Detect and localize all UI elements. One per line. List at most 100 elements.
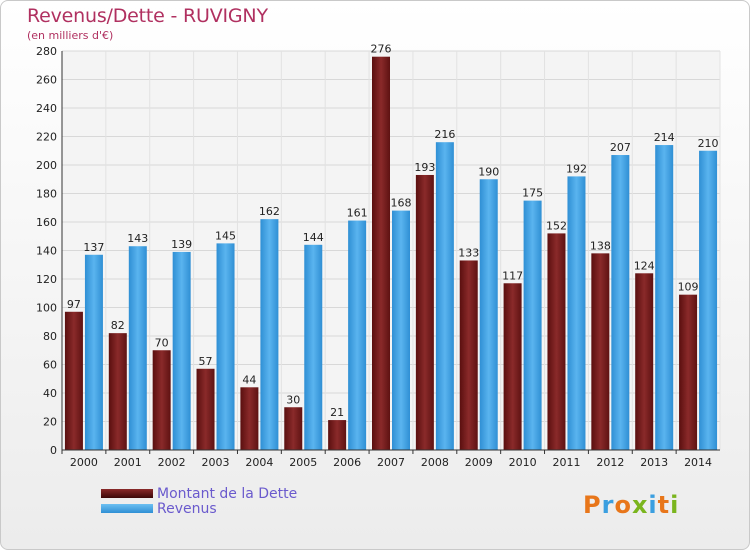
logo-letter: P: [583, 491, 602, 519]
y-tick-label: 180: [36, 188, 57, 201]
bar-revenue-2012: [611, 155, 630, 450]
bar-revenue-2001: [128, 246, 147, 450]
value-label-revenue-2010: 175: [522, 187, 543, 200]
value-label-debt-2012: 138: [590, 239, 611, 252]
bar-revenue-2007: [392, 210, 410, 450]
value-label-revenue-2009: 190: [478, 165, 499, 178]
bar-revenue-2010: [523, 200, 542, 450]
value-label-debt-2009: 133: [458, 246, 479, 259]
bar-revenue-2006: [348, 220, 367, 450]
logo-letter: r: [601, 491, 615, 519]
bar-debt-2014: [679, 294, 698, 450]
x-tick-label: 2007: [377, 456, 405, 469]
value-label-revenue-2007: 168: [391, 197, 412, 210]
value-label-revenue-2005: 144: [303, 231, 324, 244]
x-tick-label: 2000: [70, 456, 98, 469]
x-tick-label: 2010: [509, 456, 537, 469]
bar-debt-2002: [152, 350, 171, 450]
value-label-debt-2014: 109: [678, 281, 699, 294]
bar-debt-2001: [108, 333, 127, 450]
bar-revenue-2014: [699, 150, 718, 450]
bar-revenue-2013: [655, 145, 674, 451]
value-label-debt-2006: 21: [330, 406, 344, 419]
logo-letter: t: [657, 491, 671, 519]
bar-debt-2004: [240, 387, 259, 450]
y-tick-label: 120: [36, 273, 57, 286]
bar-debt-2012: [591, 253, 610, 450]
value-label-revenue-2006: 161: [347, 207, 368, 220]
value-label-debt-2003: 57: [199, 355, 213, 368]
value-label-debt-2007: 276: [371, 43, 392, 56]
x-tick-label: 2014: [684, 456, 712, 469]
value-label-revenue-2008: 216: [434, 128, 455, 141]
bar-debt-2005: [284, 407, 303, 450]
value-label-debt-2002: 70: [155, 336, 169, 349]
chart-title: Revenus/Dette - RUVIGNY: [27, 5, 268, 27]
legend-swatch-revenue: [101, 504, 153, 513]
x-tick-label: 2012: [596, 456, 624, 469]
chart-subtitle: (en milliers d'€): [27, 29, 114, 42]
y-tick-label: 0: [50, 444, 57, 457]
value-label-revenue-2013: 214: [654, 131, 675, 144]
bar-debt-2009: [459, 260, 478, 450]
y-tick-label: 40: [43, 387, 57, 400]
y-tick-label: 140: [36, 245, 57, 258]
logo-letter: i: [670, 491, 680, 519]
value-label-debt-2011: 152: [546, 219, 567, 232]
x-tick-label: 2002: [158, 456, 186, 469]
y-tick-label: 80: [43, 330, 57, 343]
value-label-debt-2005: 30: [286, 393, 300, 406]
x-tick-label: 2006: [333, 456, 361, 469]
x-tick-label: 2003: [202, 456, 230, 469]
value-label-debt-2000: 97: [67, 298, 81, 311]
value-label-revenue-2003: 145: [215, 229, 236, 242]
legend-label-revenue: Revenus: [157, 500, 217, 517]
y-tick-label: 60: [43, 359, 57, 372]
x-tick-label: 2013: [640, 456, 668, 469]
y-tick-label: 200: [36, 159, 57, 172]
x-tick-label: 2009: [465, 456, 493, 469]
y-tick-label: 220: [36, 131, 57, 144]
bar-revenue-2008: [435, 142, 454, 450]
x-tick-label: 2011: [552, 456, 580, 469]
y-tick-label: 280: [36, 45, 57, 58]
bar-debt-2010: [503, 283, 522, 450]
bar-revenue-2004: [260, 219, 279, 450]
bar-revenue-2003: [216, 243, 235, 450]
value-label-revenue-2011: 192: [566, 162, 587, 175]
x-tick-label: 2004: [245, 456, 273, 469]
x-tick-label: 2001: [114, 456, 142, 469]
bar-debt-2006: [328, 420, 347, 450]
bar-revenue-2002: [172, 251, 191, 450]
legend-item-debt: Montant de la Dette: [101, 485, 298, 502]
bar-debt-2003: [196, 368, 215, 450]
proxiti-logo: Proxiti: [583, 491, 679, 519]
y-tick-label: 240: [36, 102, 57, 115]
bar-revenue-2005: [304, 244, 323, 450]
logo-letter: x: [631, 491, 649, 519]
value-label-debt-2004: 44: [242, 373, 256, 386]
legend-label-debt: Montant de la Dette: [157, 485, 298, 502]
value-label-debt-2001: 82: [111, 319, 125, 332]
value-label-debt-2010: 117: [502, 269, 523, 282]
bar-debt-2011: [547, 233, 566, 450]
x-tick-label: 2008: [421, 456, 449, 469]
y-tick-label: 160: [36, 216, 57, 229]
y-tick-label: 260: [36, 74, 57, 87]
value-label-revenue-2002: 139: [171, 238, 192, 251]
legend-item-revenue: Revenus: [101, 500, 297, 517]
legend-swatch-debt: [101, 489, 153, 498]
bar-debt-2013: [635, 273, 654, 450]
x-tick-label: 2005: [289, 456, 317, 469]
value-label-revenue-2004: 162: [259, 205, 280, 218]
value-label-revenue-2012: 207: [610, 141, 631, 154]
bar-debt-2000: [64, 311, 83, 450]
bar-debt-2007: [372, 56, 390, 450]
value-label-revenue-2014: 210: [698, 137, 719, 150]
logo-letter: o: [614, 491, 632, 519]
value-label-debt-2008: 193: [414, 161, 435, 174]
value-label-revenue-2001: 143: [127, 232, 148, 245]
logo-letter: i: [648, 491, 658, 519]
